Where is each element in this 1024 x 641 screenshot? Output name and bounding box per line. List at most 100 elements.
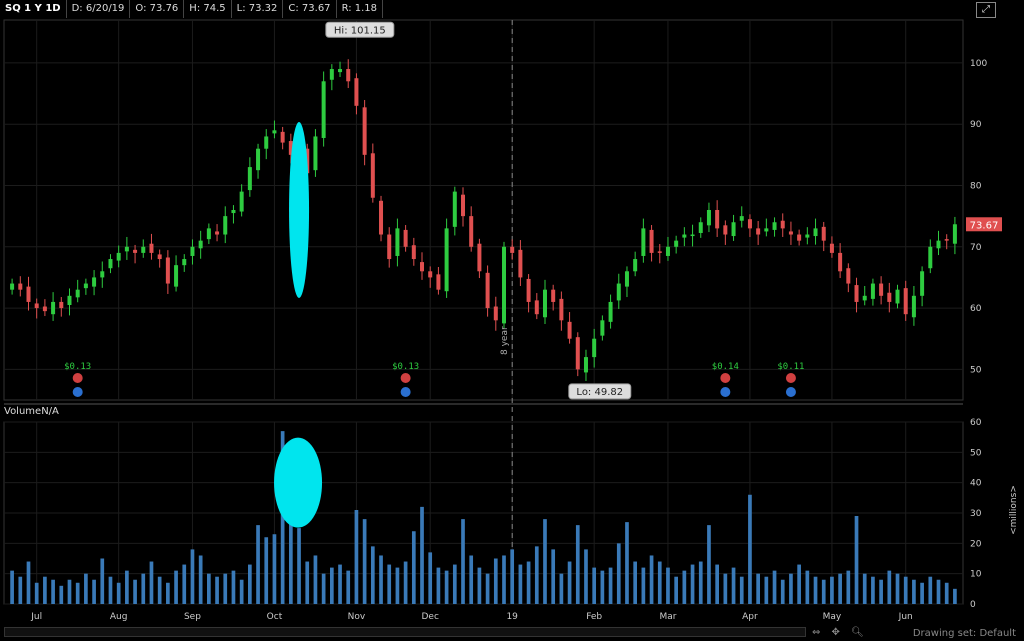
earnings-icon: [72, 373, 83, 383]
close-readout: C: 73.67: [283, 0, 337, 18]
candle-body: [34, 303, 39, 309]
x-tick-label: Dec: [422, 612, 439, 622]
candle-body: [362, 107, 367, 155]
candle-body: [190, 246, 195, 256]
candle-body: [428, 271, 433, 278]
volume-tick-label: 50: [970, 448, 982, 458]
year-marker-label: 8 year: [500, 326, 510, 355]
earnings-label: $0.14: [712, 362, 739, 372]
candle-body: [223, 216, 228, 235]
candle-body: [387, 234, 392, 260]
candle-body: [887, 292, 892, 302]
candle-body: [862, 295, 867, 301]
candle-body: [616, 283, 621, 301]
candle-body: [59, 301, 64, 309]
candle-body: [370, 153, 375, 198]
candle-body: [108, 259, 113, 269]
candle-body: [116, 252, 121, 261]
candle-body: [665, 246, 670, 256]
candle-body: [682, 234, 687, 238]
candle-body: [846, 268, 851, 284]
dividend-icon: [72, 387, 83, 397]
candle-body: [141, 246, 146, 253]
expand-icon[interactable]: ⤢: [976, 2, 996, 18]
candle-body: [903, 288, 908, 315]
candle-body: [854, 285, 859, 302]
candle-body: [944, 239, 949, 241]
candle-body: [756, 228, 761, 235]
candle-body: [18, 283, 23, 290]
drawing-tools[interactable]: ⇔ ✥ 🔍︎: [812, 627, 868, 638]
candle-body: [124, 246, 129, 252]
candle-body: [272, 130, 277, 134]
earnings-icon: [400, 373, 411, 383]
volume-tick-label: 0: [970, 600, 976, 610]
horizontal-scrollbar[interactable]: [4, 627, 806, 637]
candle-body: [895, 289, 900, 304]
candle-body: [788, 231, 793, 235]
candle-body: [706, 210, 711, 226]
earnings-icon: [720, 373, 731, 383]
earnings-label: $0.13: [64, 362, 91, 372]
candle-body: [256, 148, 261, 171]
candle-body: [723, 225, 728, 235]
price-tick-label: 90: [970, 120, 982, 130]
candle-body: [67, 295, 72, 305]
candle-body: [674, 240, 679, 247]
low-annotation: Lo: 49.82: [568, 383, 632, 400]
candle-body: [559, 298, 564, 321]
price-highlight-ellipse: [289, 122, 310, 298]
high-annotation-box: [325, 21, 395, 38]
candle-body: [526, 278, 531, 302]
candle-body: [338, 69, 343, 73]
high-annotation-text: Hi: 101.15: [334, 25, 386, 36]
earnings-label: $0.11: [777, 362, 804, 372]
candle-body: [83, 283, 88, 289]
volume-label: VolumeN/A: [4, 406, 59, 417]
volume-tick-label: 20: [970, 539, 982, 549]
candle-body: [493, 306, 498, 321]
candle-body: [100, 271, 105, 278]
candle-body: [198, 240, 203, 249]
volume-tick-label: 10: [970, 570, 982, 580]
candle-body: [575, 337, 580, 370]
candle-body: [870, 283, 875, 299]
candle-body: [879, 283, 884, 296]
candle-body: [288, 141, 293, 155]
candle-body: [764, 228, 769, 232]
candle-body: [477, 243, 482, 272]
candle-body: [411, 245, 416, 260]
candle-body: [461, 194, 466, 217]
x-tick-label: Jul: [30, 612, 42, 622]
candle-body: [313, 136, 318, 171]
candle-body: [420, 262, 425, 272]
price-panel: [3, 19, 964, 401]
candle-body: [469, 216, 474, 247]
candle-body: [911, 295, 916, 318]
candle-body: [510, 246, 515, 253]
candle-body: [485, 272, 490, 309]
candle-body: [542, 289, 547, 318]
x-tick-label: Sep: [184, 612, 201, 622]
candle-body: [452, 191, 457, 227]
candle-body: [174, 265, 179, 287]
earnings-label: $0.13: [392, 362, 419, 372]
x-tick-label: Nov: [348, 612, 366, 622]
low-annotation-text: Lo: 49.82: [576, 387, 623, 398]
volume-highlight-ellipse: [274, 437, 323, 528]
candle-body: [583, 357, 588, 373]
price-tick-label: 70: [970, 243, 982, 253]
price-tick-label: 60: [970, 304, 982, 314]
candle-body: [51, 301, 56, 315]
candle-body: [805, 234, 810, 238]
symbol-label[interactable]: SQ 1 Y 1D: [0, 0, 67, 18]
x-tick-label: May: [823, 612, 842, 622]
candle-body: [346, 69, 351, 82]
candle-body: [698, 222, 703, 233]
candle-body: [206, 228, 211, 240]
volume-tick-label: 40: [970, 479, 982, 489]
candle-body: [920, 271, 925, 296]
candle-body: [657, 251, 662, 253]
candle-body: [772, 222, 777, 230]
